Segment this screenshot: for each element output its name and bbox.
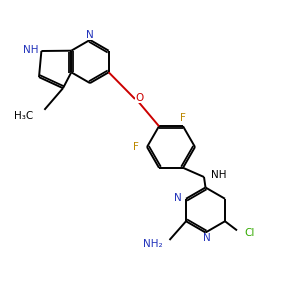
- Text: F: F: [180, 113, 186, 123]
- Text: N: N: [203, 232, 211, 243]
- Text: Cl: Cl: [244, 228, 254, 239]
- Text: F: F: [133, 142, 139, 152]
- Text: NH₂: NH₂: [143, 238, 163, 249]
- Text: NH: NH: [211, 169, 226, 180]
- Text: N: N: [174, 193, 182, 202]
- Text: N: N: [86, 30, 94, 40]
- Text: NH: NH: [23, 45, 38, 55]
- Text: H₃C: H₃C: [14, 111, 33, 121]
- Text: O: O: [135, 93, 144, 103]
